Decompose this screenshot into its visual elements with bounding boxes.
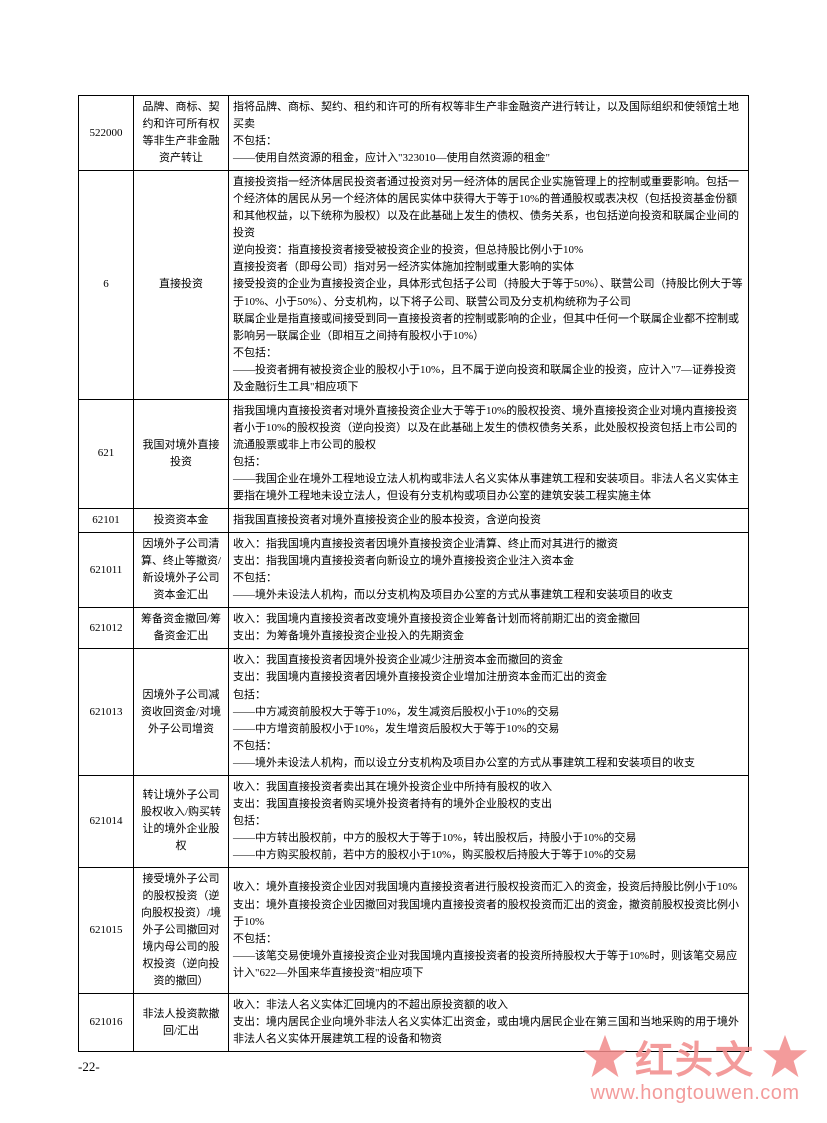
code-cell: 621011: [79, 533, 134, 608]
table-row: 62101投资资本金指我国直接投资者对境外直接投资企业的股本投资，含逆向投资: [79, 509, 749, 533]
watermark: 红头文 www.hongtouwen.com: [581, 1029, 809, 1105]
code-cell: 62101: [79, 509, 134, 533]
name-cell: 直接投资: [134, 171, 229, 400]
page-number: -22-: [78, 1059, 100, 1075]
code-cell: 621016: [79, 994, 134, 1052]
code-cell: 6: [79, 171, 134, 400]
name-cell: 投资资本金: [134, 509, 229, 533]
watermark-text: 红头文: [635, 1029, 755, 1084]
code-cell: 621013: [79, 649, 134, 775]
table-row: 522000品牌、商标、契约和许可所有权等非生产非金融资产转让指将品牌、商标、契…: [79, 96, 749, 171]
name-cell: 我国对境外直接投资: [134, 399, 229, 508]
desc-cell: 收入：我国直接投资者卖出其在境外投资企业中所持有股权的收入支出：我国直接投资者购…: [229, 775, 749, 867]
name-cell: 筹备资金撤回/筹备资金汇出: [134, 608, 229, 649]
name-cell: 接受境外子公司的股权投资（逆向股权投资）/境外子公司撤回对境内母公司的股权投资（…: [134, 867, 229, 993]
desc-cell: 收入：我国直接投资者因境外投资企业减少注册资本金而撤回的资金支出：我国境内直接投…: [229, 649, 749, 775]
table-row: 621我国对境外直接投资指我国境内直接投资者对境外直接投资企业大于等于10%的股…: [79, 399, 749, 508]
desc-cell: 收入：我国境内直接投资者改变境外直接投资企业筹备计划而将前期汇出的资金撤回支出：…: [229, 608, 749, 649]
name-cell: 品牌、商标、契约和许可所有权等非生产非金融资产转让: [134, 96, 229, 171]
star-icon: [581, 1033, 629, 1081]
classification-table: 522000品牌、商标、契约和许可所有权等非生产非金融资产转让指将品牌、商标、契…: [78, 95, 749, 1052]
table-row: 621012筹备资金撤回/筹备资金汇出收入：我国境内直接投资者改变境外直接投资企…: [79, 608, 749, 649]
table-row: 6直接投资直接投资指一经济体居民投资者通过投资对另一经济体的居民企业实施管理上的…: [79, 171, 749, 400]
desc-cell: 指将品牌、商标、契约、租约和许可的所有权等非生产非金融资产进行转让，以及国际组织…: [229, 96, 749, 171]
code-cell: 621015: [79, 867, 134, 993]
name-cell: 因境外子公司减资收回资金/对境外子公司增资: [134, 649, 229, 775]
desc-cell: 收入：指我国境内直接投资者因境外直接投资企业清算、终止而对其进行的撤资支出：指我…: [229, 533, 749, 608]
code-cell: 621014: [79, 775, 134, 867]
watermark-url: www.hongtouwen.com: [590, 1082, 799, 1105]
desc-cell: 直接投资指一经济体居民投资者通过投资对另一经济体的居民企业实施管理上的控制或重要…: [229, 171, 749, 400]
code-cell: 522000: [79, 96, 134, 171]
desc-cell: 指我国直接投资者对境外直接投资企业的股本投资，含逆向投资: [229, 509, 749, 533]
table-row: 621011因境外子公司清算、终止等撤资/新设境外子公司资本金汇出收入：指我国境…: [79, 533, 749, 608]
code-cell: 621012: [79, 608, 134, 649]
table-row: 621014转让境外子公司股权收入/购买转让的境外企业股权收入：我国直接投资者卖…: [79, 775, 749, 867]
star-icon: [761, 1033, 809, 1081]
name-cell: 因境外子公司清算、终止等撤资/新设境外子公司资本金汇出: [134, 533, 229, 608]
name-cell: 非法人投资款撤回/汇出: [134, 994, 229, 1052]
desc-cell: 指我国境内直接投资者对境外直接投资企业大于等于10%的股权投资、境外直接投资企业…: [229, 399, 749, 508]
table-row: 621015接受境外子公司的股权投资（逆向股权投资）/境外子公司撤回对境内母公司…: [79, 867, 749, 993]
desc-cell: 收入：境外直接投资企业因对我国境内直接投资者进行股权投资而汇入的资金，投资后持股…: [229, 867, 749, 993]
name-cell: 转让境外子公司股权收入/购买转让的境外企业股权: [134, 775, 229, 867]
code-cell: 621: [79, 399, 134, 508]
table-row: 621013因境外子公司减资收回资金/对境外子公司增资收入：我国直接投资者因境外…: [79, 649, 749, 775]
